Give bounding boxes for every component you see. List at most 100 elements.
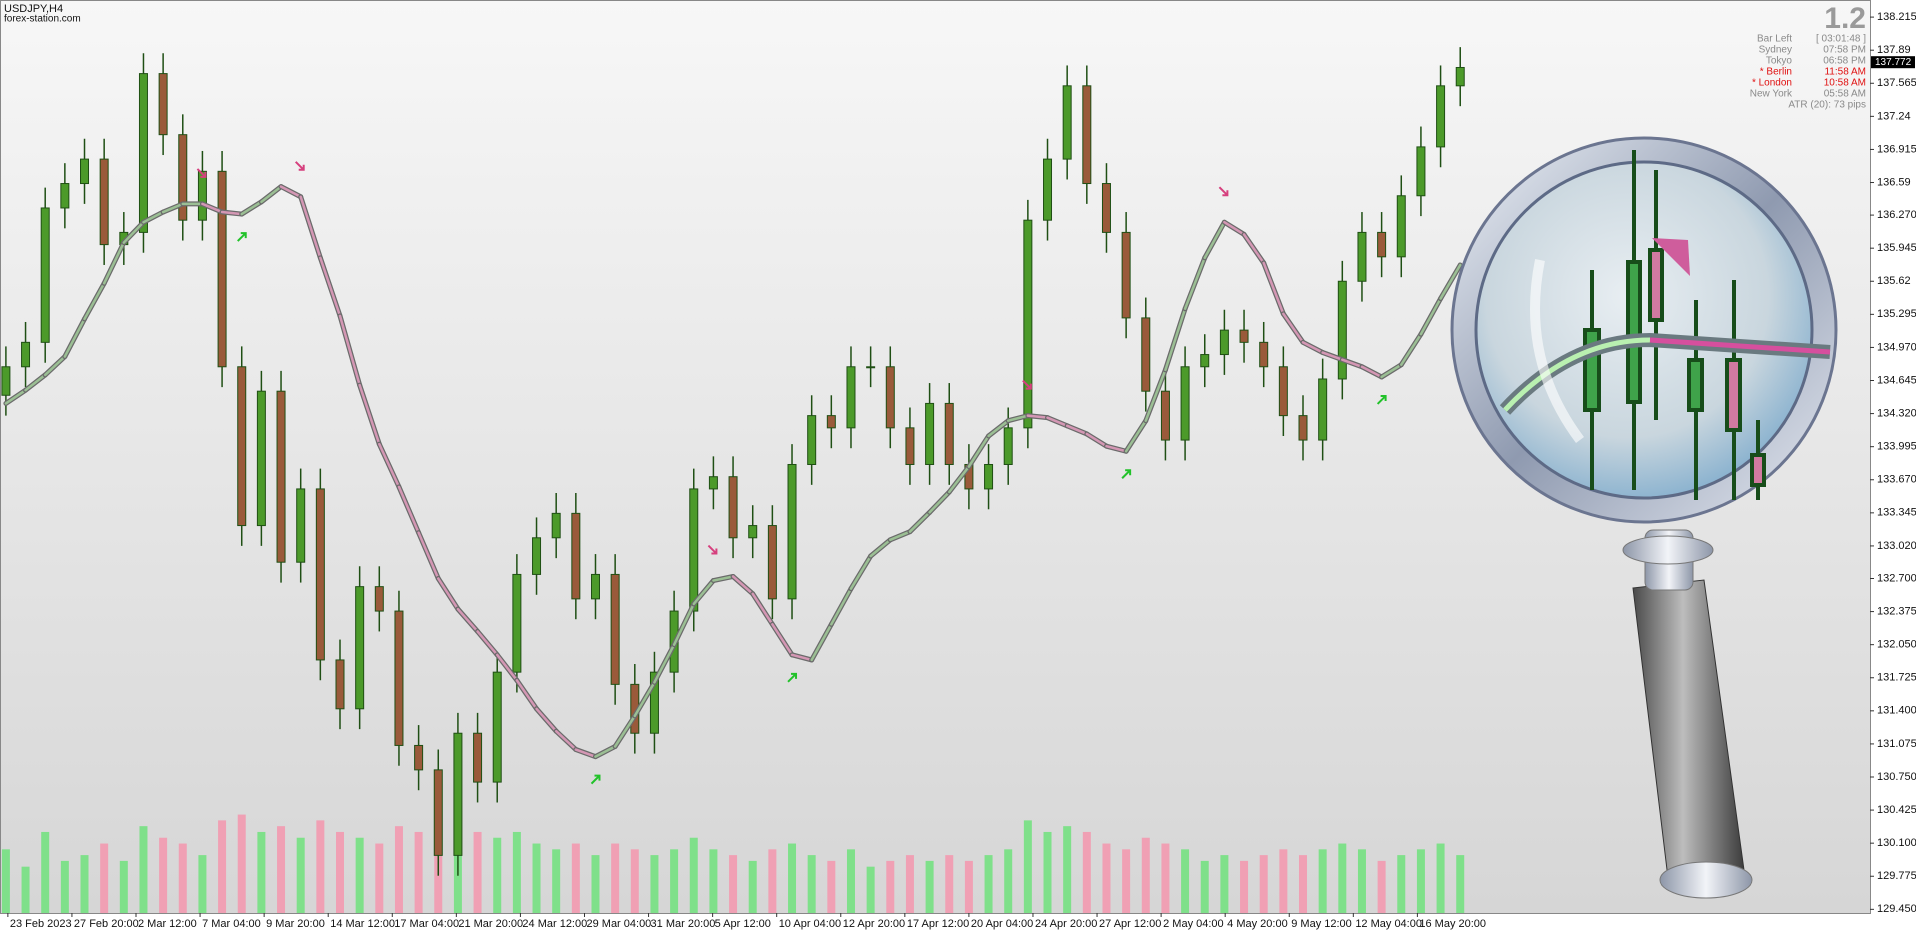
volume-bar bbox=[1220, 855, 1229, 913]
volume-bar bbox=[611, 843, 620, 913]
candle-body bbox=[1396, 195, 1406, 258]
y-tick-label: 133.670 bbox=[1877, 474, 1916, 486]
y-tick-label: 135.295 bbox=[1877, 308, 1916, 320]
ma-line bbox=[1439, 263, 1462, 300]
volume-bar bbox=[1043, 831, 1052, 913]
volume-bar bbox=[1397, 855, 1406, 913]
candle-body bbox=[1377, 231, 1387, 258]
volume-bar bbox=[178, 843, 187, 913]
lens-ma-down bbox=[1649, 337, 1831, 355]
y-tick-label: 130.100 bbox=[1877, 837, 1916, 849]
y-tick-label: 137.89 bbox=[1877, 44, 1911, 56]
candle-body bbox=[1, 366, 11, 396]
candle-body bbox=[571, 512, 581, 600]
x-tick-label: 17 Apr 12:00 bbox=[907, 918, 969, 930]
y-tick-label: 135.945 bbox=[1877, 242, 1916, 254]
volume-bar bbox=[729, 855, 738, 913]
ma-line bbox=[830, 587, 853, 626]
candle-body bbox=[1416, 146, 1426, 197]
ma-line bbox=[1341, 358, 1364, 369]
volume-bar bbox=[1102, 843, 1111, 913]
atr-text: ATR (20): 73 pips bbox=[1788, 100, 1866, 111]
volume-bar bbox=[316, 820, 325, 913]
ma-line bbox=[495, 653, 519, 682]
ma-line bbox=[456, 607, 479, 633]
ma-line bbox=[1065, 424, 1089, 436]
ma-line bbox=[378, 442, 401, 489]
ma-line bbox=[515, 679, 538, 711]
ma-line bbox=[1124, 419, 1148, 453]
ma-line bbox=[1144, 368, 1167, 422]
candle-body bbox=[374, 586, 384, 612]
ma-line bbox=[712, 575, 735, 582]
candle-body bbox=[826, 415, 836, 429]
down-arrow bbox=[1022, 379, 1032, 390]
lens-candles bbox=[1583, 150, 1766, 500]
y-tick-label: 130.750 bbox=[1877, 771, 1916, 783]
candle-body bbox=[237, 366, 247, 527]
ma-line bbox=[43, 355, 67, 377]
ma-line bbox=[1203, 220, 1226, 260]
ma-line bbox=[63, 317, 86, 358]
info-value: 10:58 AM bbox=[1824, 78, 1866, 89]
volume-bar bbox=[1436, 843, 1445, 913]
ma-line bbox=[260, 185, 283, 204]
ma-line bbox=[869, 538, 892, 558]
x-tick-label: 23 Feb 2023 bbox=[10, 918, 72, 930]
y-tick-label: 138.215 bbox=[1877, 11, 1916, 23]
x-tick-label: 16 May 20:00 bbox=[1419, 918, 1486, 930]
volume-bar bbox=[218, 820, 227, 913]
volume-bar bbox=[257, 831, 266, 913]
ma-line bbox=[319, 256, 342, 318]
x-tick-label: 12 May 04:00 bbox=[1355, 918, 1422, 930]
volume-bar bbox=[512, 831, 521, 913]
candle-body bbox=[256, 390, 266, 527]
lens-glass bbox=[1474, 160, 1814, 500]
candle-body bbox=[492, 671, 502, 783]
ma-line bbox=[751, 592, 774, 626]
ma-line bbox=[1046, 416, 1069, 428]
volume-bar bbox=[414, 831, 423, 913]
y-tick-label: 135.62 bbox=[1877, 275, 1911, 287]
volume-bar bbox=[139, 826, 148, 913]
volume-bar bbox=[1456, 855, 1465, 913]
candle-body bbox=[984, 463, 994, 490]
ma-line bbox=[240, 200, 263, 216]
candle-body bbox=[512, 573, 522, 673]
x-tick-label: 10 Apr 04:00 bbox=[779, 918, 841, 930]
volume-bar bbox=[277, 826, 286, 913]
volume-bar bbox=[100, 843, 109, 913]
y-tick-label: 132.700 bbox=[1877, 572, 1916, 584]
volume-bar bbox=[827, 860, 836, 913]
ma-line bbox=[142, 210, 165, 224]
ma-line bbox=[633, 681, 656, 718]
volume-bar bbox=[1416, 849, 1425, 913]
x-tick-label: 17 Mar 04:00 bbox=[394, 918, 459, 930]
y-tick-label: 133.020 bbox=[1877, 540, 1916, 552]
volume-bar bbox=[1181, 849, 1190, 913]
candle-body bbox=[1082, 85, 1092, 185]
ma-line bbox=[1321, 351, 1344, 361]
ma-line bbox=[967, 434, 990, 468]
ma-line bbox=[299, 195, 322, 260]
volume-bar bbox=[905, 855, 914, 913]
volume-bar bbox=[709, 849, 718, 913]
y-tick-label: 131.075 bbox=[1877, 738, 1916, 750]
x-tick-label: 24 Apr 20:00 bbox=[1035, 918, 1097, 930]
x-tick-label: 24 Mar 12:00 bbox=[522, 918, 587, 930]
volume-bar bbox=[630, 849, 639, 913]
candle-body bbox=[590, 573, 600, 600]
candle-body bbox=[335, 659, 345, 710]
x-tick-label: 7 Mar 04:00 bbox=[202, 918, 261, 930]
source: forex-station.com bbox=[4, 14, 81, 25]
volume-bar bbox=[473, 831, 482, 913]
candle-body bbox=[708, 476, 718, 490]
ma-layer bbox=[3, 184, 1463, 760]
candle-body bbox=[1298, 415, 1308, 441]
candle-body bbox=[40, 207, 50, 343]
volume-bar bbox=[336, 831, 344, 913]
volume-bar bbox=[60, 860, 69, 913]
x-tick-label: 14 Mar 12:00 bbox=[330, 918, 395, 930]
ma-line bbox=[889, 530, 912, 542]
candle-body bbox=[197, 170, 207, 221]
